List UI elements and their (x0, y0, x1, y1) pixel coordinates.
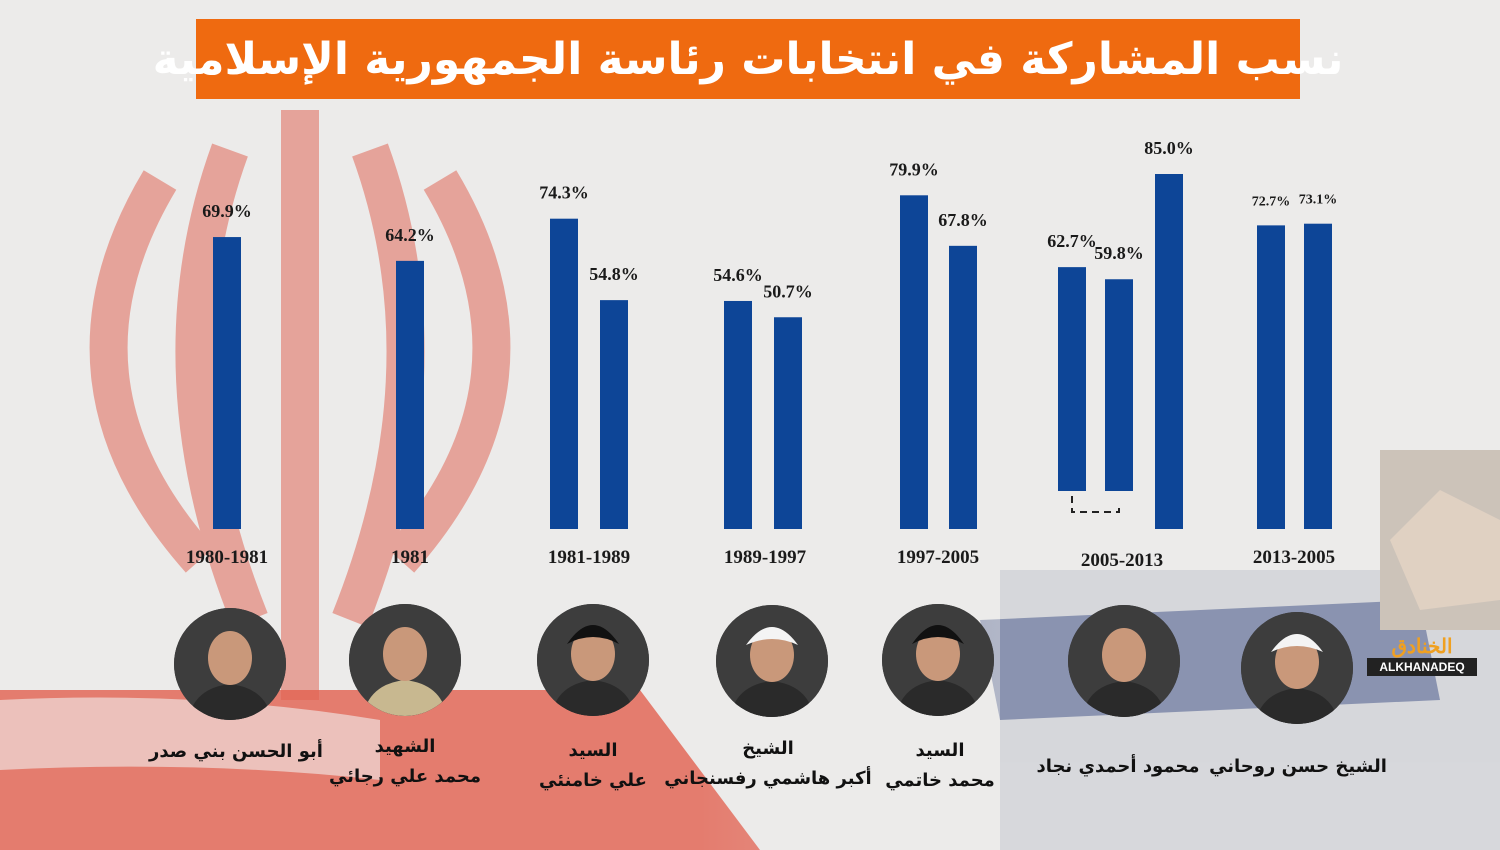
person-name-1981: الشهيد محمد علي رجائي (285, 732, 525, 792)
person-full-name: محمد علي رجائي (328, 766, 482, 787)
value-label-1981-1: 64.2% (385, 225, 435, 245)
person-full-name: أبو الحسن بني صدر (149, 741, 323, 762)
period-label-1981-1989: 1981-1989 (548, 547, 630, 568)
logo-latin: ALKHANADEQ (1367, 658, 1477, 676)
value-label-1981-1989-1: 74.3% (539, 183, 589, 203)
bar-1981-1989-1 (550, 218, 578, 529)
bar-2005-2013-3 (1155, 174, 1183, 529)
value-label-1989-1997-2: 50.7% (763, 281, 813, 301)
person-title: السيد (568, 740, 618, 761)
logo-arabic: الخنادق (1391, 636, 1453, 658)
bar-2013-2005-1 (1257, 225, 1285, 529)
portrait-rajai-icon (349, 604, 461, 716)
person-title: السيد (915, 740, 965, 761)
person-full-name: أكبر هاشمي رفسنجاني (664, 768, 872, 789)
portrait-ahmadinejad-icon (1068, 605, 1180, 717)
chart-title: نسب المشاركة في انتخابات رئاسة الجمهورية… (152, 33, 1344, 85)
period-label-1989-1997: 1989-1997 (724, 547, 807, 568)
period-label-1997-2005: 1997-2005 (897, 547, 979, 568)
person-full-name: محمد خاتمي (885, 770, 995, 791)
bar-2005-2013-1 (1058, 267, 1086, 491)
bar-1989-1997-2 (774, 317, 802, 529)
value-label-2005-2013-2: 59.8% (1094, 243, 1144, 263)
bar-1989-1997-1 (724, 300, 752, 529)
bar-1997-2005-1 (900, 195, 928, 530)
period-label-2013-2005: 2013-2005 (1253, 547, 1335, 568)
portrait-khamenei-icon (537, 604, 649, 716)
person-name-1989-1997: الشيخ أكبر هاشمي رفسنجاني (648, 734, 888, 794)
value-label-1997-2005-1: 79.9% (889, 159, 939, 179)
value-label-2013-2005-1: 72.7% (1252, 194, 1291, 209)
person-full-name: محمود أحمدي نجاد (1036, 756, 1200, 777)
person-name-1981-1989: السيد علي خامنئي (473, 736, 713, 796)
value-label-1981-1989-2: 54.8% (589, 264, 639, 284)
value-label-1989-1997-1: 54.6% (713, 265, 763, 285)
bar-2005-2013-2 (1105, 279, 1133, 491)
bar-1981-1989-2 (600, 300, 628, 529)
portrait-khatami-icon (882, 604, 994, 716)
period-label-1981: 1981 (391, 547, 429, 568)
person-name-2005-2013: محمود أحمدي نجاد (998, 752, 1238, 782)
value-label-2013-2005-2: 73.1% (1299, 193, 1338, 208)
period-label-2005-2013: 2005-2013 (1081, 550, 1163, 571)
person-title: الشهيد (374, 736, 436, 757)
portrait-banisadr-icon (174, 608, 286, 720)
bar-1981-1 (396, 260, 424, 529)
bar-2013-2005-2 (1304, 223, 1332, 529)
value-label-2005-2013-1: 62.7% (1047, 231, 1097, 251)
person-name-1980-1981: أبو الحسن بني صدر (116, 737, 356, 767)
bar-1997-2005-2 (949, 245, 977, 529)
alkhanadeq-logo: الخنادق ALKHANADEQ (1367, 636, 1477, 678)
portrait-rafsanjani-icon (716, 605, 828, 717)
person-full-name: الشيخ حسن روحاني (1209, 756, 1387, 777)
bar-1980-1981-1 (213, 237, 241, 530)
value-label-1980-1981-1: 69.9% (202, 201, 252, 221)
person-title: الشيخ (742, 738, 794, 759)
person-full-name: علي خامنئي (539, 770, 647, 791)
person-name-1997-2005: السيد محمد خاتمي (820, 736, 1060, 796)
value-label-1997-2005-2: 67.8% (938, 210, 988, 230)
period-label-1980-1981: 1980-1981 (186, 547, 268, 568)
flag-stripe-decoration (0, 690, 760, 850)
person-name-2013-2005: الشيخ حسن روحاني (1178, 752, 1418, 782)
portrait-rouhani-icon (1241, 612, 1353, 724)
dashed-connector (1071, 496, 1120, 513)
value-label-2005-2013-3: 85.0% (1144, 138, 1194, 158)
title-banner: نسب المشاركة في انتخابات رئاسة الجمهورية… (153, 19, 1343, 99)
